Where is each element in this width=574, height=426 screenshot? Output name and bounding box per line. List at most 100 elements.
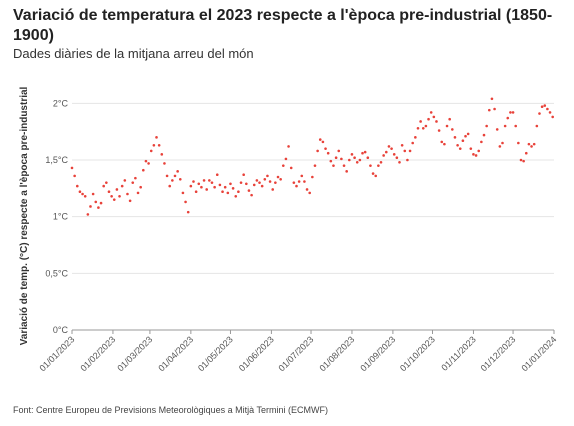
data-point: [186, 210, 190, 214]
data-point: [472, 153, 475, 156]
data-point: [202, 179, 206, 182]
x-tick-label: 01/11/2023: [439, 334, 477, 372]
data-point: [464, 134, 467, 138]
data-point: [437, 129, 441, 132]
y-tick-label: 2°C: [53, 98, 69, 108]
data-point: [498, 145, 502, 148]
data-point: [78, 190, 82, 194]
data-point: [83, 194, 87, 198]
data-point: [477, 149, 481, 153]
data-point: [173, 174, 177, 178]
data-point: [231, 187, 235, 190]
data-point: [229, 182, 232, 186]
data-point: [81, 192, 84, 196]
data-point: [403, 149, 407, 153]
data-point: [215, 173, 219, 177]
y-tick-label: 0°C: [53, 325, 69, 335]
data-point: [147, 162, 150, 165]
x-tick-label: 01/12/2023: [479, 334, 518, 373]
data-point: [382, 154, 385, 157]
data-point: [321, 140, 325, 144]
data-point: [406, 158, 409, 162]
data-point: [308, 191, 311, 195]
data-point: [226, 191, 230, 195]
chart-subtitle: Dades diàries de la mitjana arreu del mó…: [13, 46, 254, 61]
data-point: [297, 180, 301, 183]
data-point: [255, 179, 259, 182]
data-point: [387, 145, 391, 148]
data-point: [311, 175, 314, 179]
data-point: [279, 177, 282, 181]
data-point: [398, 160, 401, 164]
data-point: [157, 143, 161, 147]
data-point: [149, 149, 153, 153]
data-point: [451, 128, 454, 131]
data-point: [440, 140, 444, 144]
data-point: [461, 139, 465, 143]
data-point: [324, 147, 327, 150]
data-point: [260, 184, 264, 188]
data-point: [223, 185, 227, 189]
data-point: [263, 177, 267, 181]
x-tick-label: 01/08/2023: [317, 334, 356, 373]
data-point: [110, 194, 113, 198]
data-point: [123, 179, 127, 182]
data-point: [89, 205, 92, 208]
data-point: [392, 153, 396, 156]
data-point: [105, 181, 108, 184]
data-point: [326, 151, 330, 155]
data-point: [284, 157, 288, 161]
data-point: [176, 170, 179, 173]
data-point: [448, 117, 451, 121]
data-point: [289, 166, 293, 170]
data-point: [377, 164, 380, 167]
data-point: [530, 145, 533, 148]
data-point: [458, 147, 462, 150]
data-point: [408, 149, 412, 153]
data-point: [414, 136, 417, 139]
data-point: [390, 147, 393, 150]
data-point: [318, 138, 322, 141]
data-point: [171, 179, 174, 182]
x-tick-label: 01/05/2023: [196, 334, 235, 373]
x-tick-label: 01/10/2023: [398, 334, 437, 373]
data-point: [305, 188, 309, 191]
y-tick-label: 0,5°C: [45, 268, 68, 278]
data-point: [340, 157, 343, 161]
data-point: [136, 191, 140, 195]
data-point: [112, 198, 116, 201]
data-point: [427, 117, 430, 121]
grid-lines: [72, 102, 554, 274]
data-point: [234, 194, 238, 198]
data-point: [416, 126, 420, 130]
data-point: [345, 170, 348, 173]
data-point: [503, 124, 507, 128]
data-point: [218, 183, 222, 187]
data-point: [522, 159, 525, 163]
data-point: [102, 184, 105, 188]
data-point: [200, 185, 203, 189]
x-tick-label: 01/01/2024: [519, 334, 558, 373]
y-tick-label: 1,5°C: [45, 155, 68, 165]
data-point: [152, 143, 156, 147]
data-point: [511, 111, 515, 114]
data-point: [487, 108, 491, 112]
data-point: [75, 184, 79, 188]
data-point: [281, 164, 285, 167]
data-point: [197, 182, 201, 186]
data-point: [474, 154, 478, 157]
data-point: [221, 190, 224, 194]
data-point: [538, 112, 541, 115]
data-point: [348, 158, 351, 162]
data-point: [239, 181, 243, 184]
data-point: [369, 164, 372, 167]
data-point: [411, 141, 415, 145]
data-point: [337, 149, 341, 153]
y-axis-label: Variació de temp. (°C) respecte a l'èpoc…: [19, 86, 30, 345]
data-point: [495, 128, 499, 131]
data-point: [194, 190, 198, 194]
data-point: [350, 153, 354, 156]
data-point: [527, 142, 531, 146]
data-point: [353, 156, 356, 160]
data-point: [519, 158, 523, 162]
